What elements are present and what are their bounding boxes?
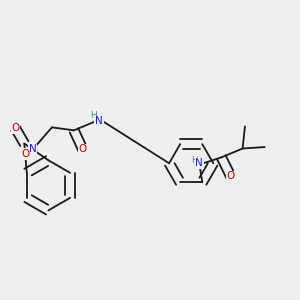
Text: N: N (95, 116, 103, 127)
Text: H: H (190, 156, 197, 165)
Text: O: O (79, 145, 87, 154)
Text: H: H (90, 110, 97, 119)
Text: O: O (21, 149, 29, 159)
Text: O: O (11, 123, 20, 133)
Text: N: N (195, 158, 203, 168)
Text: O: O (227, 172, 235, 182)
Text: N: N (29, 145, 37, 154)
